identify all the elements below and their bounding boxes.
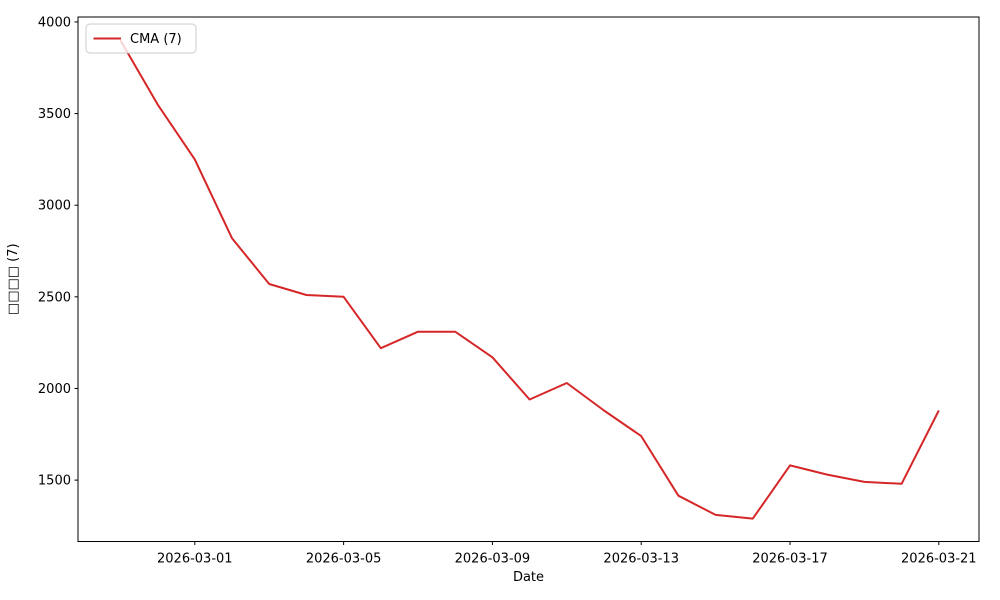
x-tick-label: 2026-03-01 [157, 552, 233, 567]
y-tick-label: 2000 [38, 382, 71, 397]
x-axis-label: Date [513, 570, 544, 585]
y-axis-ticks: 1500 2000 2500 3000 3500 4000 [38, 15, 78, 489]
legend: CMA (7) [85, 23, 197, 54]
plot-border [77, 16, 980, 542]
x-tick-label: 2026-03-13 [603, 552, 679, 567]
y-tick-label: 3000 [38, 199, 71, 214]
x-axis-ticks: 2026-03-01 2026-03-05 2026-03-09 2026-03-13… [157, 541, 977, 567]
x-tick-label: 2026-03-21 [901, 552, 977, 567]
legend-box [85, 23, 197, 54]
legend-label: CMA (7) [130, 32, 182, 47]
y-tick-label: 2500 [38, 290, 71, 305]
y-tick-label: 1500 [38, 474, 71, 489]
x-tick-label: 2026-03-09 [455, 552, 531, 567]
y-tick-label: 4000 [38, 15, 71, 30]
y-tick-label: 3500 [38, 107, 71, 122]
y-axis-label: □□□□ (7) [6, 243, 21, 315]
x-tick-label: 2026-03-05 [306, 552, 382, 567]
cma-line [119, 39, 940, 520]
x-tick-label: 2026-03-17 [752, 552, 828, 567]
